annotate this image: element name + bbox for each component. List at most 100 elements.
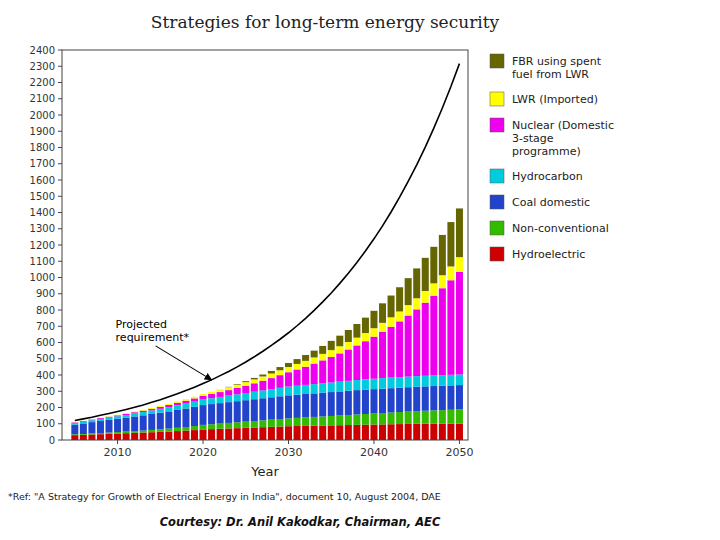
bar — [242, 381, 249, 383]
bar — [242, 422, 249, 428]
bar — [97, 418, 104, 420]
bar — [71, 425, 78, 435]
bar — [362, 379, 369, 389]
bar — [114, 419, 121, 432]
bar — [285, 372, 292, 386]
bar — [80, 420, 87, 422]
y-tick — [58, 310, 62, 311]
bar — [379, 378, 386, 389]
bar — [430, 247, 437, 284]
bar — [405, 278, 412, 305]
bar — [268, 389, 275, 397]
bar — [182, 399, 189, 400]
bar — [234, 388, 241, 394]
bar — [439, 275, 446, 288]
plot-frame — [62, 50, 468, 440]
bar — [182, 431, 189, 440]
bar — [123, 415, 130, 418]
x-tick — [373, 440, 374, 444]
bar — [208, 398, 215, 404]
y-tick — [58, 342, 62, 343]
bar — [97, 417, 104, 418]
bar — [225, 396, 232, 403]
y-tick-label: 100 — [36, 418, 55, 429]
bar-series — [71, 272, 463, 423]
bar — [447, 266, 454, 280]
bar — [336, 425, 343, 440]
y-tick-label: 2300 — [30, 61, 55, 72]
bar — [285, 387, 292, 396]
legend-label: Coal domestic — [512, 196, 590, 209]
bar — [148, 410, 155, 414]
y-tick-label: 1100 — [30, 256, 55, 267]
bar — [200, 394, 207, 395]
bar — [182, 404, 189, 409]
y-tick-label: 200 — [36, 402, 55, 413]
bar — [148, 432, 155, 440]
bar — [251, 383, 258, 391]
bar — [123, 418, 130, 432]
bar — [268, 427, 275, 440]
bar — [80, 420, 87, 421]
bar — [174, 401, 181, 402]
bar — [405, 412, 412, 424]
bar — [251, 421, 258, 428]
y-tick — [58, 163, 62, 164]
y-tick — [58, 98, 62, 99]
title: Strategies for long-term energy security — [151, 12, 500, 32]
legend-label: LWR (Imported) — [512, 93, 598, 106]
bar — [259, 398, 266, 420]
y-tick-label: 600 — [36, 337, 55, 348]
y-tick — [58, 326, 62, 327]
bar — [114, 414, 121, 415]
bar — [456, 257, 463, 272]
bar — [80, 420, 87, 421]
y-tick-label: 1900 — [30, 126, 55, 137]
y-tick-label: 1700 — [30, 158, 55, 169]
bar — [251, 392, 258, 399]
bar — [259, 420, 266, 427]
bar — [396, 377, 403, 388]
bar — [191, 398, 198, 401]
bar — [362, 318, 369, 333]
bar — [208, 392, 215, 394]
bar — [311, 426, 318, 440]
bar — [396, 311, 403, 321]
y-tick-label: 1300 — [30, 223, 55, 234]
bar — [123, 413, 130, 414]
bar — [456, 208, 463, 257]
y-tick — [58, 440, 62, 441]
chart: Strategies for long-term energy security… — [0, 0, 720, 540]
bar — [422, 411, 429, 424]
bar — [345, 425, 352, 440]
bar — [405, 377, 412, 388]
bar — [225, 390, 232, 396]
bar — [200, 405, 207, 425]
bar — [97, 417, 104, 418]
bar — [174, 405, 181, 410]
y-tick-label: 500 — [36, 353, 55, 364]
bar — [370, 379, 377, 389]
bar — [388, 378, 395, 389]
bar — [200, 396, 207, 400]
bar — [174, 431, 181, 440]
bar — [88, 434, 95, 440]
bar — [447, 222, 454, 266]
bar — [148, 407, 155, 409]
bar — [157, 413, 164, 430]
bar — [123, 432, 130, 434]
bar — [302, 426, 309, 440]
bar — [447, 424, 454, 440]
bar — [370, 328, 377, 336]
bar — [114, 432, 121, 433]
bar — [97, 419, 104, 421]
bar — [379, 332, 386, 378]
y-tick — [58, 228, 62, 229]
legend-label: Hydroelectric — [512, 248, 585, 261]
bar — [174, 403, 181, 406]
bar — [268, 374, 275, 379]
bar — [328, 341, 335, 350]
bar — [217, 403, 224, 423]
bar — [276, 370, 283, 375]
bar — [413, 376, 420, 387]
